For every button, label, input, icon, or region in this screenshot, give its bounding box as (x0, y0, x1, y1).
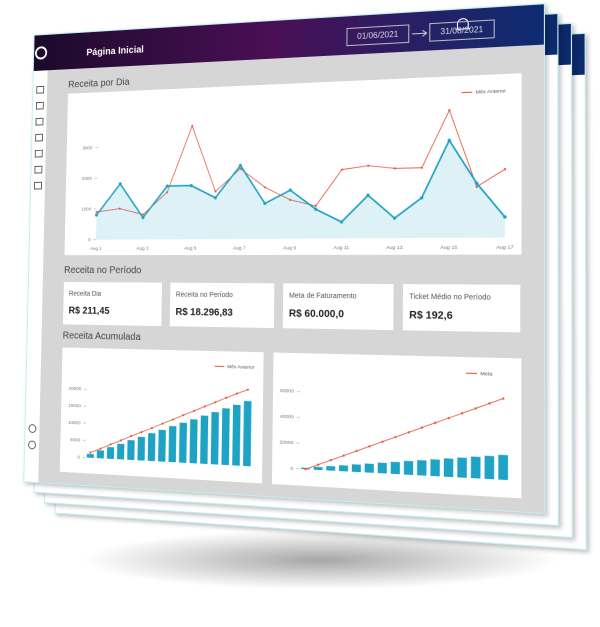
bar (158, 429, 166, 462)
x-tick-label: Aug 9 (283, 245, 296, 251)
bar (96, 450, 104, 459)
kpi-value: R$ 211,45 (68, 305, 110, 317)
bar (106, 446, 115, 460)
area (95, 138, 505, 240)
bar (403, 460, 414, 475)
bar (326, 465, 336, 471)
bar (200, 415, 209, 465)
section-title: Receita Acumulada (63, 330, 142, 343)
date-end: 31/08/2021 (440, 24, 483, 36)
legend-label: Meta (480, 370, 493, 377)
bar (377, 462, 387, 474)
kpi-label: Receita Dia (69, 290, 102, 297)
point (203, 405, 206, 408)
y-tick-label: 60000 (280, 388, 294, 395)
legend-label: Mês Anterior (476, 88, 507, 96)
bar (168, 425, 177, 463)
bar (498, 454, 509, 481)
bar (86, 453, 94, 458)
bar (210, 412, 219, 465)
page-title: Página Inicial (86, 44, 144, 58)
kpi-card (169, 282, 275, 329)
bar (351, 464, 361, 473)
bar (484, 455, 495, 480)
header-bar (33, 4, 544, 72)
y-tick-label: 40000 (280, 414, 294, 421)
y-tick-label: 20000 (280, 439, 294, 446)
x-tick-label: Aug 11 (333, 245, 349, 252)
legend-label: Mês Anterior (227, 364, 255, 371)
bar (364, 463, 374, 473)
y-tick-label: 5000 (70, 437, 80, 444)
kpi-value: R$ 60.000,0 (289, 308, 344, 321)
x-tick-label: Aug 5 (184, 245, 197, 251)
section-title: Receita por Dia (68, 77, 130, 91)
bar (430, 459, 440, 477)
bar (137, 436, 146, 461)
kpi-label: Meta de Faturamento (289, 292, 357, 300)
bar (390, 461, 400, 475)
bar (243, 400, 252, 467)
y-tick-label: 0 (77, 454, 80, 460)
point (192, 409, 195, 412)
y-tick-label: 15000 (68, 403, 81, 410)
y-tick-label: 2000 (82, 176, 92, 182)
kpi-card (402, 284, 521, 333)
x-tick-label: Aug 1 (90, 246, 102, 252)
y-tick-label: 1000 (81, 206, 91, 212)
bar (313, 466, 323, 471)
x-tick-label: Aug 17 (496, 244, 514, 251)
point (239, 167, 242, 170)
kpi-card (62, 282, 162, 327)
bar (189, 419, 198, 464)
kpi-value: R$ 192,6 (409, 310, 452, 323)
kpi-label: Ticket Médio no Período (409, 293, 491, 302)
card (271, 352, 522, 499)
bar (443, 458, 454, 478)
bar (339, 465, 349, 472)
bar (116, 443, 125, 460)
y-tick-label: 0 (290, 465, 293, 472)
kpi-value: R$ 18.296,83 (175, 307, 232, 319)
bar (147, 433, 156, 462)
point (214, 190, 217, 193)
x-tick-label: Aug 13 (386, 244, 403, 251)
y-tick-label: 3000 (83, 145, 93, 151)
bar (417, 460, 427, 476)
x-tick-label: Aug 15 (440, 244, 457, 251)
bar (179, 423, 188, 464)
bar (127, 440, 135, 461)
bar (232, 404, 241, 466)
section-title: Receita no Período (64, 265, 141, 276)
x-tick-label: Aug 3 (136, 245, 148, 251)
y-tick-label: 0 (88, 237, 91, 243)
y-tick-label: 10000 (68, 420, 81, 427)
point (213, 196, 217, 200)
kpi-label: Receita no Período (176, 291, 233, 299)
screen-stack: Página Inicial 01/06/2021 31/08/2021 Rec… (23, 3, 587, 551)
card (64, 73, 522, 256)
screen: Página Inicial 01/06/2021 31/08/2021 Rec… (23, 3, 546, 515)
bar (457, 457, 467, 478)
bar (221, 408, 230, 466)
y-tick-label: 20000 (69, 386, 82, 393)
bar (470, 456, 481, 479)
kpi-card (282, 283, 394, 331)
date-start: 01/06/2021 (357, 29, 398, 41)
x-tick-label: Aug 7 (233, 245, 246, 251)
dashboard: Página Inicial 01/06/2021 31/08/2021 Rec… (24, 4, 545, 513)
point (238, 163, 242, 168)
